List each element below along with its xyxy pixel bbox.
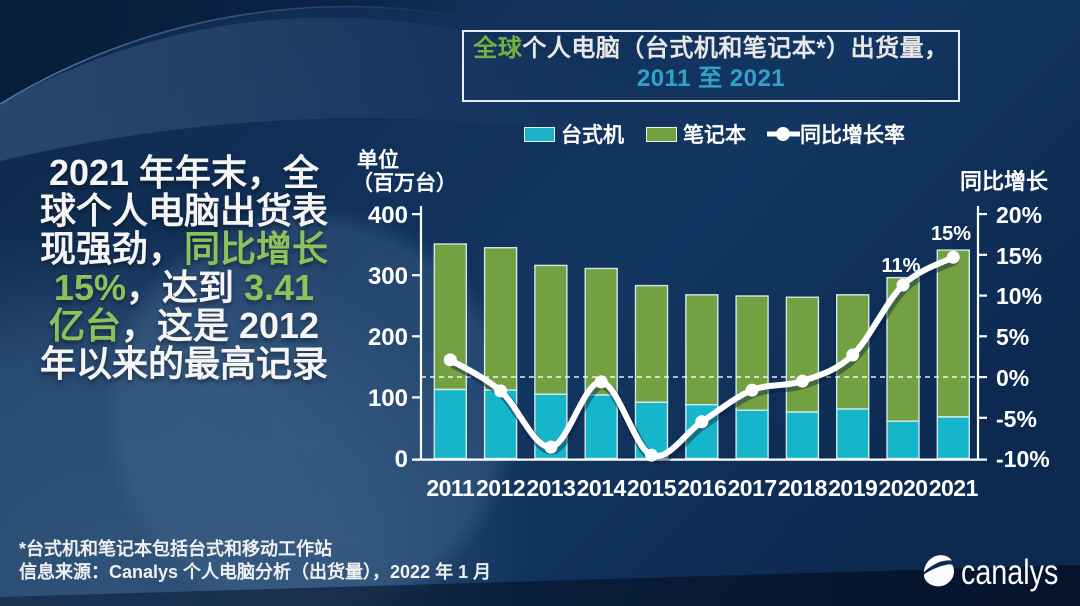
svg-text:400: 400 <box>368 202 408 229</box>
svg-text:2016: 2016 <box>677 475 726 501</box>
svg-text:15%: 15% <box>996 243 1042 269</box>
svg-text:0%: 0% <box>996 365 1029 391</box>
svg-text:2018: 2018 <box>778 475 828 501</box>
svg-text:0: 0 <box>395 446 408 473</box>
svg-text:（百万台）: （百万台） <box>352 171 457 195</box>
svg-text:15%: 15% <box>931 223 971 245</box>
svg-text:2017: 2017 <box>728 475 777 501</box>
svg-text:单位: 单位 <box>357 148 399 172</box>
svg-text:-10%: -10% <box>996 446 1050 472</box>
svg-text:2012: 2012 <box>476 475 525 501</box>
svg-text:20%: 20% <box>996 202 1042 228</box>
svg-text:5%: 5% <box>996 324 1029 350</box>
svg-text:同比增长: 同比增长 <box>960 169 1049 194</box>
svg-text:2015: 2015 <box>627 475 677 501</box>
svg-text:10%: 10% <box>996 283 1042 309</box>
svg-text:2019: 2019 <box>828 475 877 501</box>
svg-text:200: 200 <box>368 324 408 351</box>
svg-text:2020: 2020 <box>878 475 927 501</box>
svg-text:2011: 2011 <box>426 475 475 501</box>
svg-text:100: 100 <box>368 385 408 412</box>
svg-text:11%: 11% <box>882 255 921 277</box>
svg-text:-5%: -5% <box>996 406 1037 432</box>
svg-text:2014: 2014 <box>577 475 627 501</box>
svg-text:2013: 2013 <box>526 475 575 501</box>
svg-text:300: 300 <box>368 263 408 290</box>
svg-text:2021: 2021 <box>929 475 979 501</box>
